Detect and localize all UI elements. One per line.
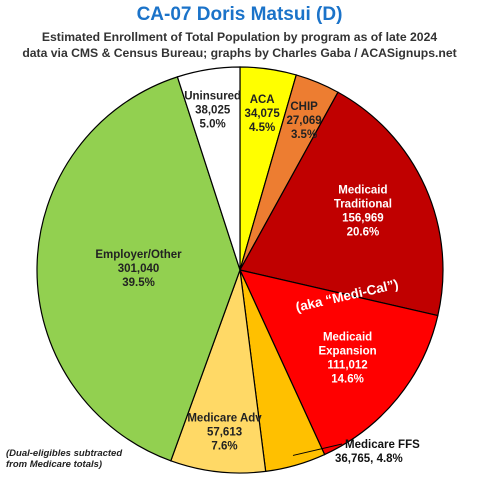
slice-label-medicare-ffs: Medicare FFS 36,765, 4.8% [335,439,420,465]
slice-label-chip: CHIP 27,069 3.5% [286,101,321,141]
slice-label-medicaid-traditional: Medicaid Traditional 156,969 20.6% [334,185,392,239]
pie-slice-medicaid-traditional [239,91,444,317]
slice-label-employer-other: Employer/Other 301,040 39.5% [95,249,182,289]
footnote-line-1: (Dual-eligibles subtracted [6,448,123,459]
chart-title: CA-07 Doris Matsui (D) [136,4,343,25]
slice-label-aca: ACA 34,075 4.5% [245,94,281,134]
pie-slice-employer-other [36,76,241,462]
footnote-line-2: from Medicare totals) [6,459,103,470]
slice-label-medicaid-expansion: Medicaid Expansion 111,012 14.6% [318,332,376,386]
chart-subtitle-line-2: data via CMS & Census Bureau; graphs by … [22,46,457,60]
pie-slice-medicaid-expansion [238,269,439,456]
medicare-ffs-leader-line [292,443,343,456]
slice-label-uninsured: Uninsured 38,025 5.0% [184,91,241,131]
pie-slice-medicare-adv [170,269,267,474]
pie-slice-uninsured [176,66,241,271]
footnote: (Dual-eligibles subtracted from Medicare… [6,448,122,470]
chart-subtitle-line-1: Estimated Enrollment of Total Population… [41,30,438,44]
slice-label-medicare-adv: Medicare Adv 57,613 7.6% [187,412,262,452]
